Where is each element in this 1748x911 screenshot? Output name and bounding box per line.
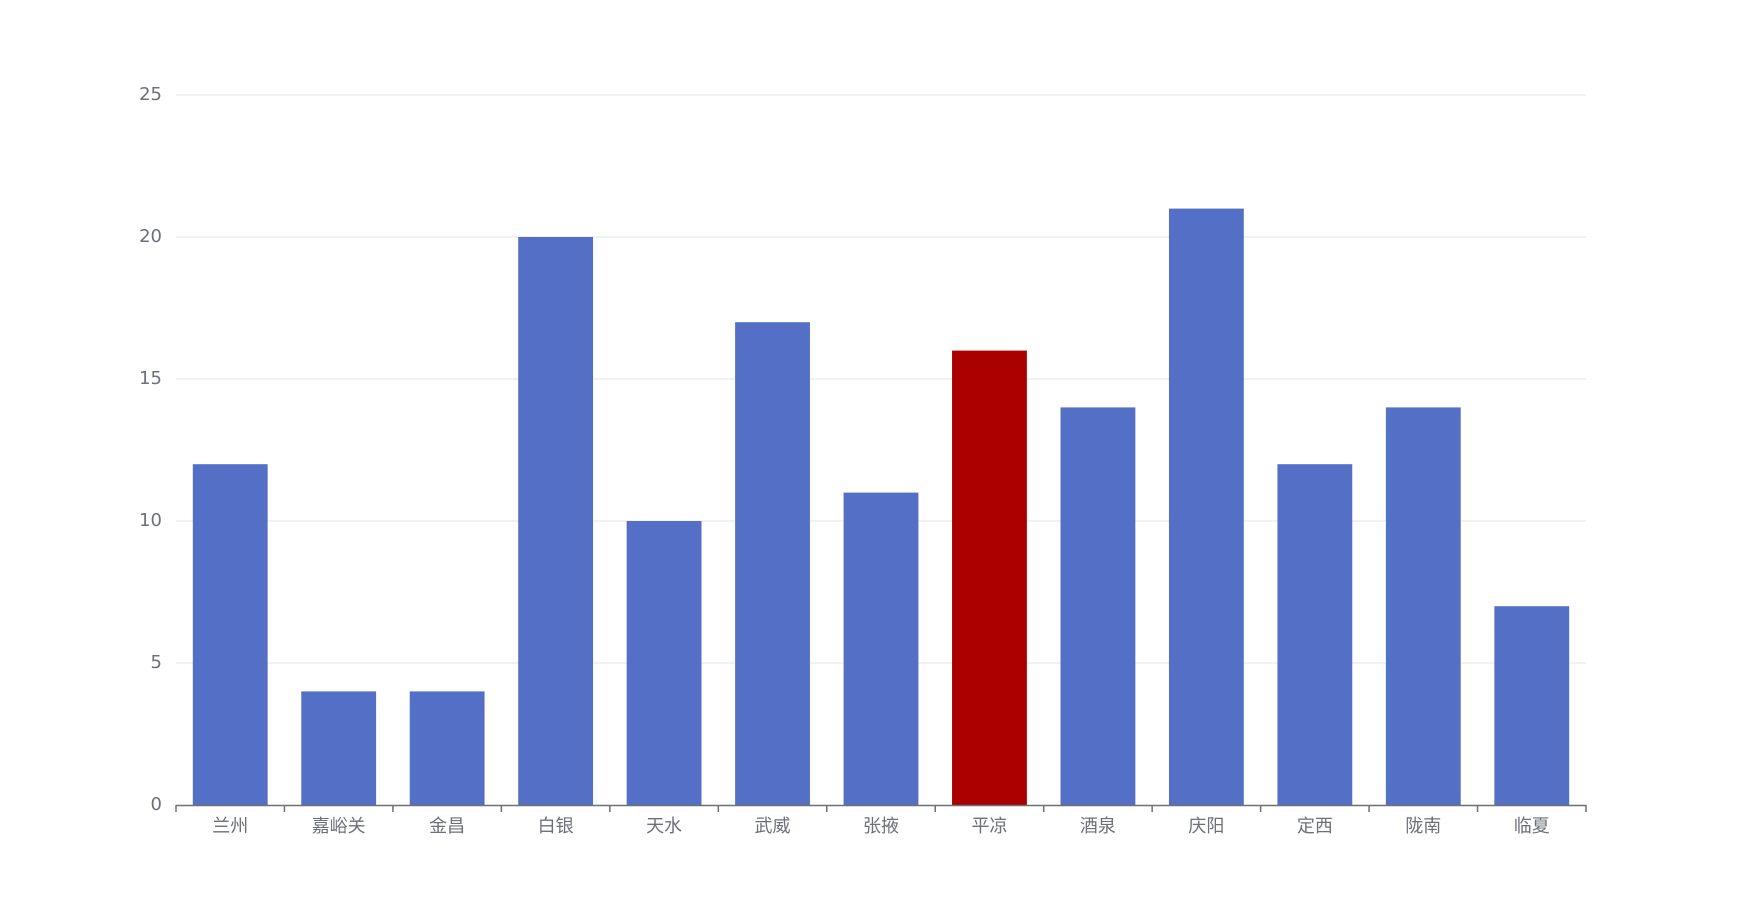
x-tick-label: 嘉峪关 xyxy=(312,816,366,837)
bar-1[interactable] xyxy=(301,691,377,805)
axes xyxy=(175,804,1587,812)
y-tick-label: 15 xyxy=(139,368,162,389)
bar-0[interactable] xyxy=(192,464,268,805)
y-axis-tick-labels: 0 5 10 15 20 25 xyxy=(139,84,162,815)
x-tick-label: 天水 xyxy=(646,816,682,837)
x-tick-label: 兰州 xyxy=(212,816,248,837)
x-tick-label: 酒泉 xyxy=(1080,816,1116,837)
x-tick-label: 平凉 xyxy=(971,816,1007,837)
x-tick-label: 白银 xyxy=(538,816,574,837)
x-tick-label: 庆阳 xyxy=(1188,816,1224,837)
bar-9[interactable] xyxy=(1168,208,1244,806)
bar-7[interactable] xyxy=(952,350,1027,805)
y-tick-label: 10 xyxy=(139,510,162,531)
bar-5[interactable] xyxy=(735,322,810,805)
y-tick-label: 5 xyxy=(151,652,162,673)
bar-11[interactable] xyxy=(1385,407,1461,805)
y-tick-label: 0 xyxy=(151,794,162,815)
bar-6[interactable] xyxy=(843,492,919,805)
x-axis-tick-labels: 兰州 嘉峪关 金昌 白银 天水 武威 张掖 平凉 酒泉 庆阳 定西 陇南 临夏 xyxy=(212,816,1550,837)
x-tick-label: 张掖 xyxy=(863,816,899,837)
x-tick-label: 金昌 xyxy=(429,816,465,837)
y-tick-label: 25 xyxy=(139,84,162,105)
x-tick-label: 陇南 xyxy=(1405,816,1441,837)
bar-12[interactable] xyxy=(1494,606,1570,805)
x-tick-label: 临夏 xyxy=(1514,816,1550,837)
bar-8[interactable] xyxy=(1060,407,1136,805)
y-tick-label: 20 xyxy=(139,226,162,247)
x-tick-label: 武威 xyxy=(755,816,791,837)
bar-10[interactable] xyxy=(1277,464,1353,805)
bar-series xyxy=(192,208,1570,806)
bar-3[interactable] xyxy=(518,237,594,805)
bar-2[interactable] xyxy=(409,691,485,805)
bar-4[interactable] xyxy=(626,521,702,805)
x-tick-label: 定西 xyxy=(1297,816,1333,837)
